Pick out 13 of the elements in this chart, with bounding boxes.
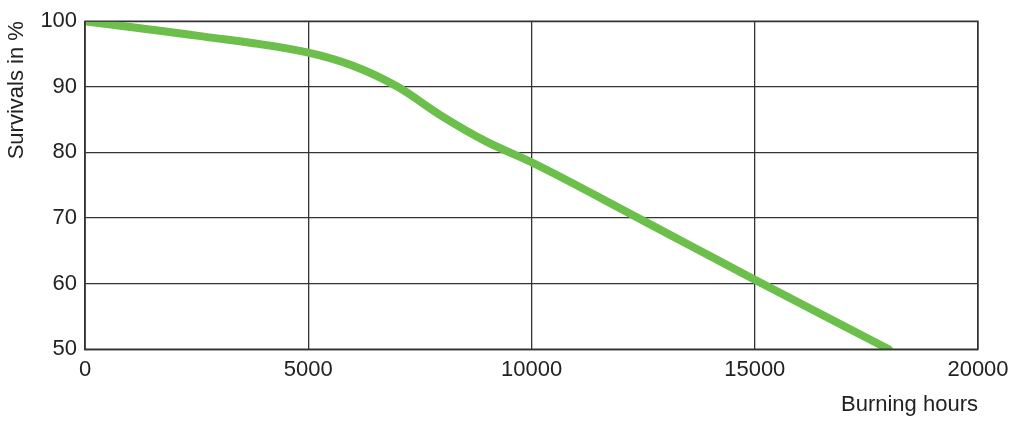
x-tick-label: 10000 bbox=[500, 356, 563, 382]
x-tick-label: 15000 bbox=[724, 356, 786, 382]
y-axis-title: Survivals in % bbox=[3, 21, 29, 160]
x-tick-label: 20000 bbox=[947, 356, 1009, 382]
x-tick-label: 0 bbox=[78, 356, 92, 382]
y-tick-label: 70 bbox=[52, 204, 78, 230]
y-tick-label: 50 bbox=[52, 335, 78, 361]
y-tick-label: 80 bbox=[52, 138, 78, 164]
y-tick-label: 100 bbox=[40, 7, 78, 33]
x-tick-label: 5000 bbox=[283, 356, 333, 382]
x-axis-title: Burning hours bbox=[841, 390, 978, 416]
y-tick-label: 60 bbox=[52, 269, 78, 295]
y-tick-label: 90 bbox=[52, 72, 78, 98]
